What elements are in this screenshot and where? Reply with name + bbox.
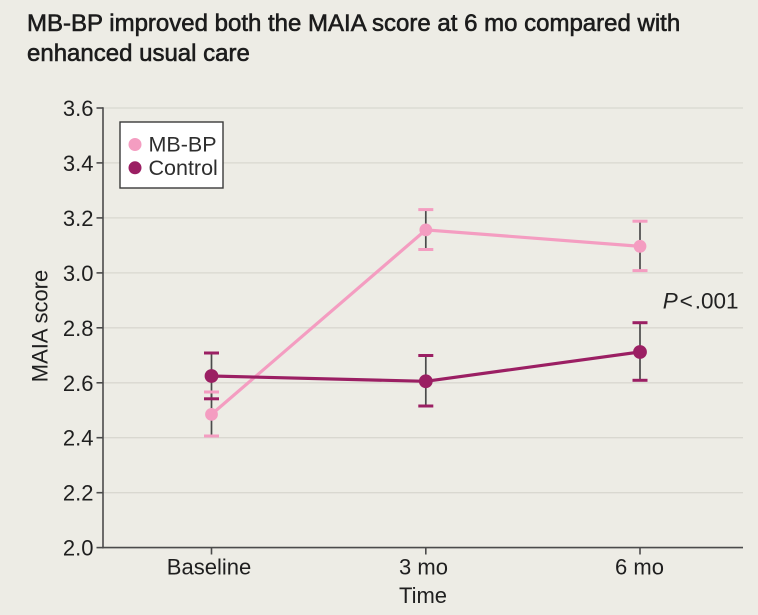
svg-text:3.0: 3.0 (63, 261, 94, 286)
svg-text:P < .001: P < .001 (663, 289, 739, 314)
svg-text:MAIA score: MAIA score (28, 270, 53, 382)
svg-text:2.6: 2.6 (63, 371, 94, 396)
svg-text:2.4: 2.4 (63, 426, 94, 451)
svg-text:MB-BP: MB-BP (149, 133, 217, 157)
svg-text:3 mo: 3 mo (399, 555, 448, 580)
svg-text:Time: Time (399, 583, 447, 608)
svg-text:2.2: 2.2 (63, 481, 94, 506)
svg-text:2.0: 2.0 (63, 536, 94, 561)
svg-text:6 mo: 6 mo (615, 555, 664, 580)
svg-text:3.2: 3.2 (63, 206, 94, 231)
svg-text:2.8: 2.8 (63, 316, 94, 341)
svg-text:3.6: 3.6 (63, 96, 94, 121)
svg-text:Control: Control (149, 156, 218, 180)
svg-text:3.4: 3.4 (63, 151, 94, 176)
svg-text:Baseline: Baseline (167, 555, 251, 580)
